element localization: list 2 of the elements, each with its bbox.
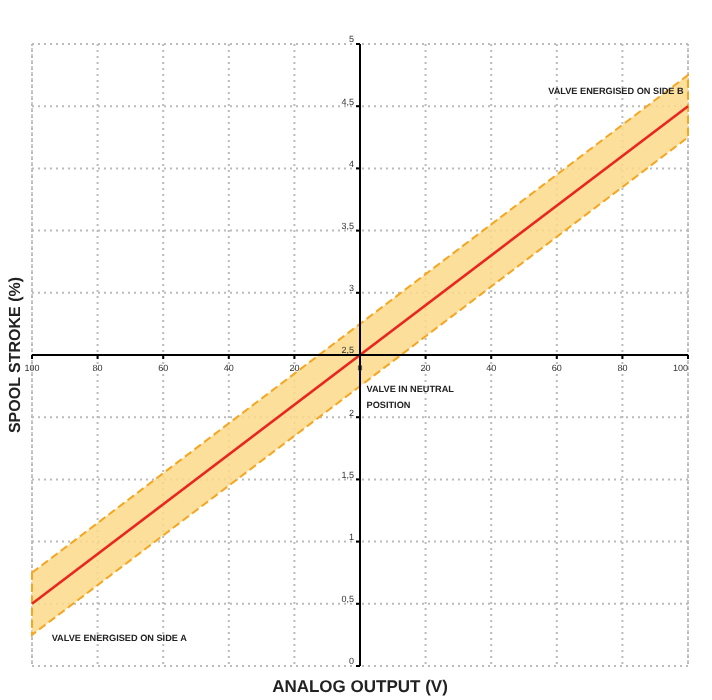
x-axis-title: ANALOG OUTPUT (V) xyxy=(272,676,449,696)
y-axis-title: SPOOL STROKE (%) xyxy=(6,276,24,434)
